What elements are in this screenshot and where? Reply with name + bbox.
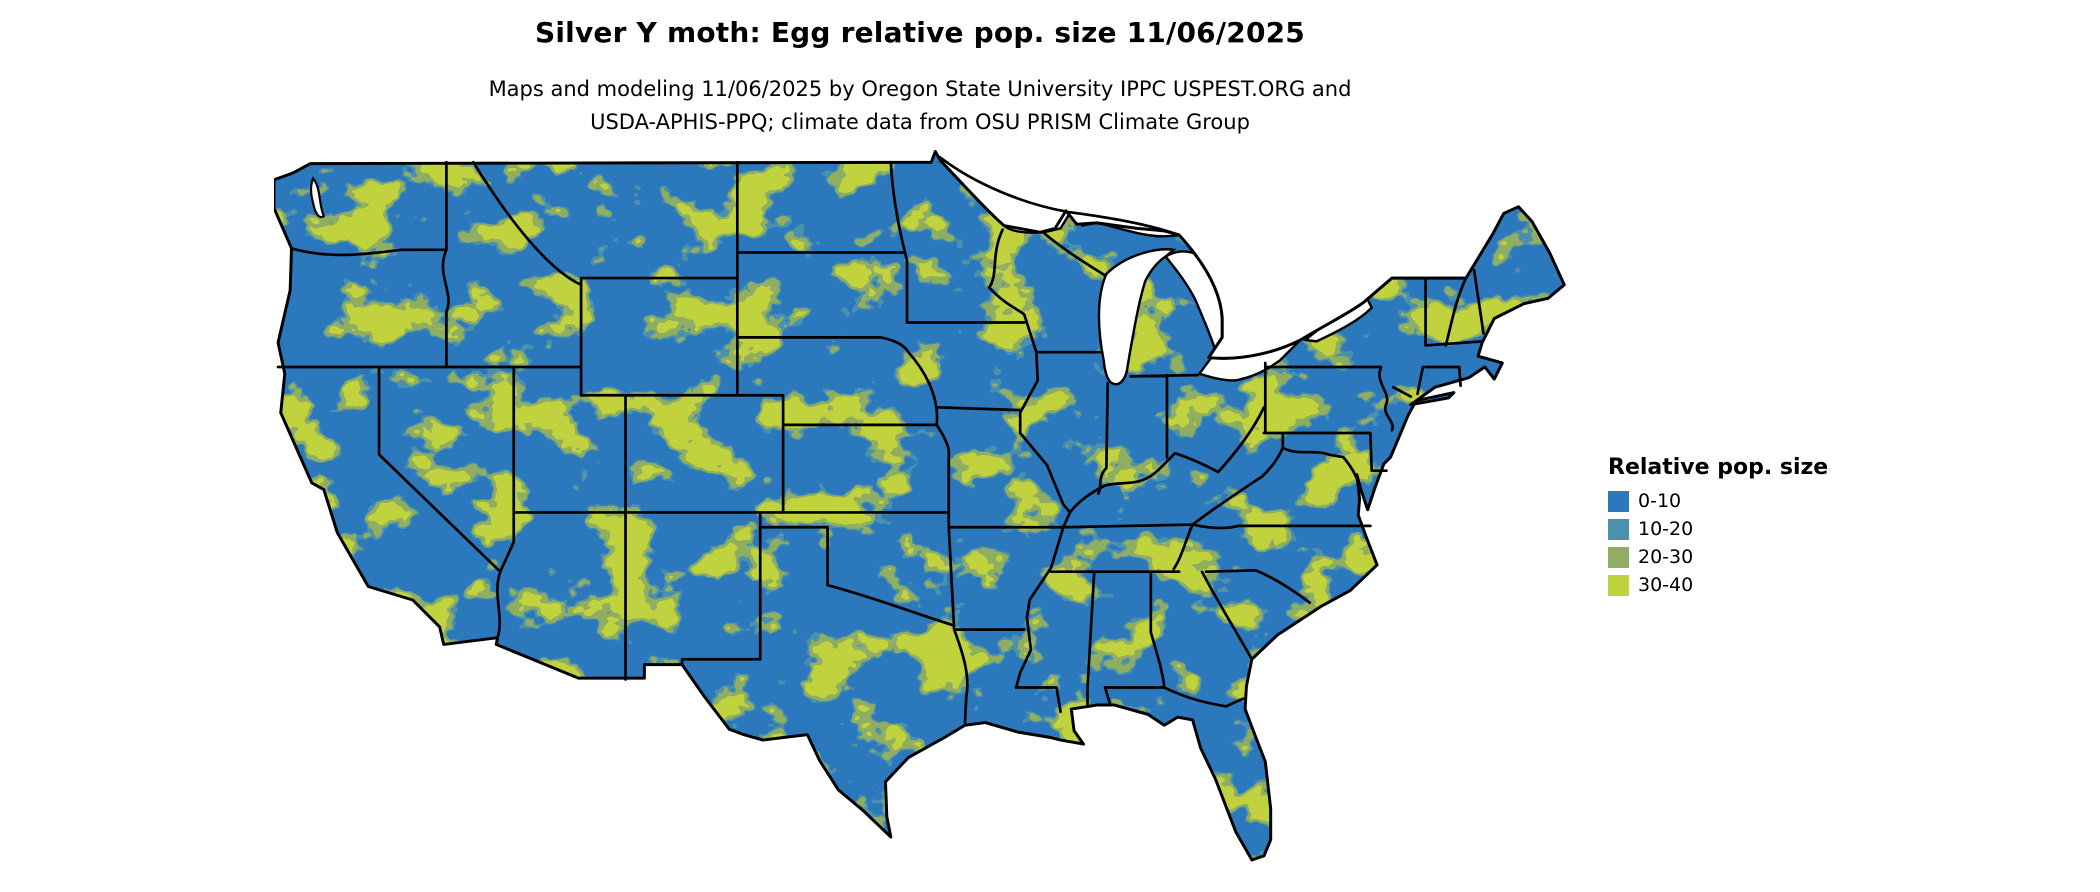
- legend-item: 30-40: [1608, 574, 1828, 596]
- map-header: Silver Y moth: Egg relative pop. size 11…: [0, 16, 1840, 139]
- legend-swatch-0-10: [1608, 490, 1629, 512]
- legend-swatch-20-30: [1608, 546, 1629, 568]
- lake-michigan: [1097, 248, 1177, 386]
- legend-item: 0-10: [1608, 490, 1828, 512]
- map-title: Silver Y moth: Egg relative pop. size 11…: [534, 16, 1305, 49]
- legend-title: Relative pop. size: [1608, 455, 1829, 480]
- legend-label-0-10: 0-10: [1638, 490, 1682, 512]
- map-subtitle-line2: USDA-APHIS-PPQ; climate data from OSU PR…: [590, 110, 1250, 134]
- legend-label-20-30: 20-30: [1638, 546, 1694, 568]
- international-border-lakes: [938, 155, 1466, 360]
- legend-label-10-20: 10-20: [1638, 518, 1694, 540]
- legend-label-30-40: 30-40: [1638, 574, 1694, 596]
- map-legend: Relative pop. size 0-10 10-20 20-30 30-4…: [1608, 455, 1828, 602]
- legend-item: 10-20: [1608, 518, 1828, 540]
- pop-layer-30-40: [274, 151, 1565, 860]
- us-map: [274, 150, 1566, 862]
- puget-sound: [309, 176, 326, 219]
- us-map-container: [274, 150, 1567, 887]
- legend-swatch-10-20: [1608, 518, 1629, 540]
- legend-item: 20-30: [1608, 546, 1828, 568]
- legend-swatch-30-40: [1608, 574, 1629, 596]
- map-subtitle-line1: Maps and modeling 11/06/2025 by Oregon S…: [488, 77, 1352, 101]
- state-borders: [276, 160, 1485, 724]
